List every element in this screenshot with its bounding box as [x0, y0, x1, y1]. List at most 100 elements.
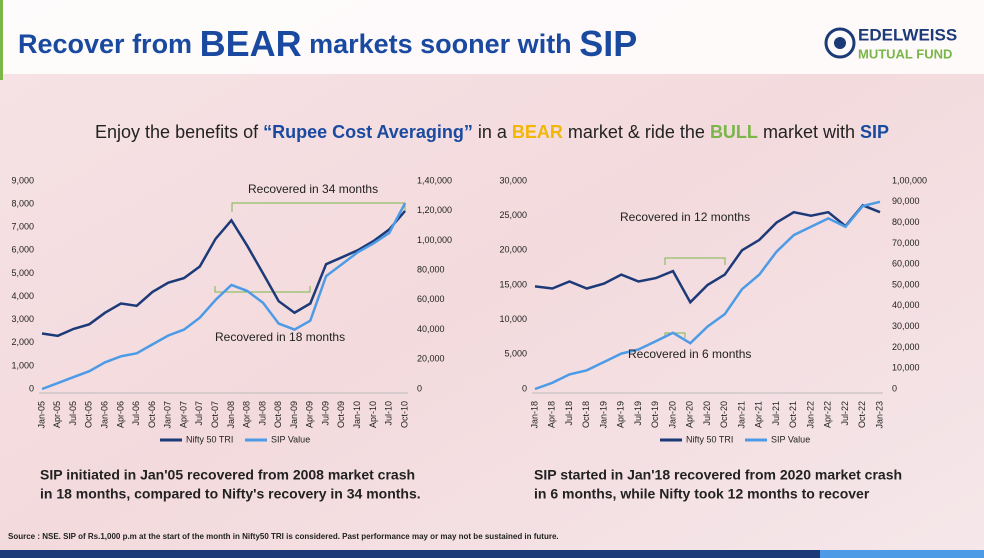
series-line: [41, 202, 407, 391]
bracket: [231, 202, 406, 212]
subtitle-part: BULL: [710, 122, 758, 142]
y2-tick-label: 1,00,000: [892, 175, 927, 185]
y-tick-label: 1,000: [11, 360, 34, 370]
title-part: markets sooner with: [302, 29, 580, 59]
legend-label: SIP Value: [771, 434, 810, 444]
series-line: [41, 210, 406, 338]
logo-name: EDELWEISS: [858, 25, 957, 44]
y2-tick-label: 10,000: [892, 363, 920, 373]
x-tick-label: Jul-05: [68, 401, 78, 426]
x-tick-label: Jan-20: [667, 401, 677, 429]
x-tick-label: Jan-06: [100, 401, 110, 429]
x-tick-label: Oct-20: [719, 401, 729, 428]
y-tick-label: 0: [522, 383, 527, 393]
series-line: [534, 203, 881, 305]
x-tick-label: Oct-18: [581, 401, 591, 428]
y2-tick-label: 70,000: [892, 238, 920, 248]
x-tick-label: Apr-20: [685, 401, 695, 428]
y-tick-label: 5,000: [504, 349, 527, 359]
x-tick-label: Oct-07: [210, 401, 220, 428]
caption: in 6 months, while Nifty took 12 months …: [534, 486, 870, 502]
x-tick-label: Apr-05: [52, 401, 62, 428]
header-band: [0, 0, 984, 74]
y-tick-label: 15,000: [499, 279, 527, 289]
y2-tick-label: 80,000: [417, 265, 445, 275]
x-tick-label: Jan-21: [736, 401, 746, 429]
annotation: Recovered in 18 months: [215, 330, 345, 344]
legend-label: SIP Value: [271, 434, 310, 444]
y2-tick-label: 80,000: [892, 217, 920, 227]
y2-tick-label: 30,000: [892, 321, 920, 331]
x-tick-label: Oct-09: [336, 401, 346, 428]
title-part: Recover from: [18, 29, 200, 59]
y2-tick-label: 20,000: [892, 342, 920, 352]
y-tick-label: 7,000: [11, 222, 34, 232]
y-tick-label: 10,000: [499, 314, 527, 324]
legend-label: Nifty 50 TRI: [686, 434, 733, 444]
footer-stripe: [0, 550, 820, 558]
y2-tick-label: 50,000: [892, 279, 920, 289]
x-tick-label: Oct-10: [399, 401, 409, 428]
x-tick-label: Jul-07: [194, 401, 204, 426]
caption: in 18 months, compared to Nifty's recove…: [40, 486, 421, 502]
title: Recover from BEAR markets sooner with SI…: [18, 23, 637, 64]
series-line: [534, 200, 881, 391]
y2-tick-label: 1,20,000: [417, 205, 452, 215]
brackets: [214, 202, 726, 338]
y-tick-label: 30,000: [499, 175, 527, 185]
subtitle-part: BEAR: [512, 122, 563, 142]
x-tick-label: Oct-22: [857, 401, 867, 428]
x-tick-label: Apr-09: [305, 401, 315, 428]
subtitle-part: market & ride the: [563, 122, 710, 142]
x-tick-label: Oct-05: [84, 401, 94, 428]
x-tick-label: Jul-09: [320, 401, 330, 426]
y-tick-label: 8,000: [11, 198, 34, 208]
annotation: Recovered in 34 months: [248, 182, 378, 196]
x-tick-label: Apr-18: [547, 401, 557, 428]
y2-tick-label: 0: [892, 383, 897, 393]
x-tick-label: Apr-07: [178, 401, 188, 428]
y-tick-label: 3,000: [11, 314, 34, 324]
caption: SIP started in Jan'18 recovered from 202…: [534, 467, 902, 483]
x-tick-label: Jan-09: [289, 401, 299, 429]
bracket: [214, 286, 311, 293]
x-tick-label: Jul-08: [257, 401, 267, 426]
footer-stripe: [820, 550, 984, 558]
legend-label: Nifty 50 TRI: [186, 434, 233, 444]
x-tick-label: Apr-08: [242, 401, 252, 428]
subtitle-part: in a: [473, 122, 512, 142]
subtitle-part: SIP: [860, 122, 889, 142]
y-tick-label: 6,000: [11, 245, 34, 255]
y-tick-label: 2,000: [11, 337, 34, 347]
y2-tick-label: 90,000: [892, 196, 920, 206]
x-tick-label: Oct-19: [650, 401, 660, 428]
x-tick-label: Jul-06: [131, 401, 141, 426]
captions: SIP initiated in Jan'05 recovered from 2…: [40, 467, 902, 502]
y2-tick-label: 40,000: [417, 324, 445, 334]
x-tick-label: Jan-19: [598, 401, 608, 429]
x-tick-label: Apr-21: [754, 401, 764, 428]
source-note: Source : NSE. SIP of Rs.1,000 p.m at the…: [8, 532, 559, 541]
x-tick-label: Jan-05: [36, 401, 46, 429]
logo-icon: [834, 37, 846, 49]
x-tick-label: Oct-06: [147, 401, 157, 428]
accent-bar: [0, 0, 3, 80]
x-tick-label: Jul-10: [384, 401, 394, 426]
logo-sub: MUTUAL FUND: [858, 46, 952, 61]
x-tick-label: Jan-10: [352, 401, 362, 429]
y2-tick-label: 0: [417, 383, 422, 393]
x-tick-label: Oct-21: [788, 401, 798, 428]
y2-tick-label: 20,000: [417, 354, 445, 364]
x-tick-label: Apr-10: [368, 401, 378, 428]
title-part: SIP: [579, 23, 637, 64]
x-tick-label: Apr-06: [115, 401, 125, 428]
y2-tick-label: 60,000: [417, 294, 445, 304]
y2-tick-label: 60,000: [892, 259, 920, 269]
x-tick-label: Jan-23: [874, 401, 884, 429]
x-tick-label: Jan-22: [805, 401, 815, 429]
bracket: [664, 257, 726, 265]
y-tick-label: 9,000: [11, 175, 34, 185]
x-tick-label: Apr-19: [616, 401, 626, 428]
